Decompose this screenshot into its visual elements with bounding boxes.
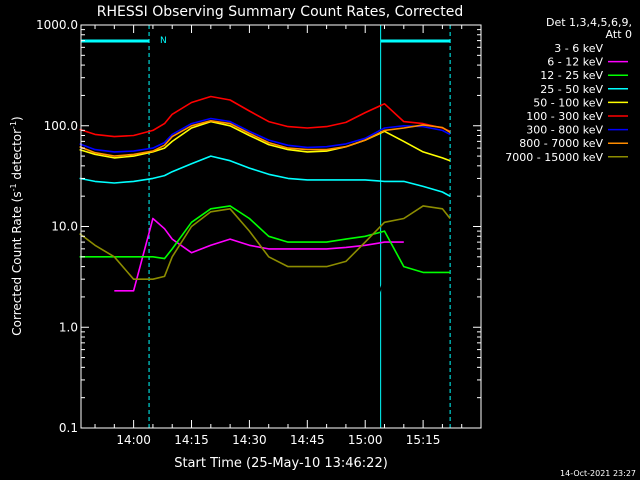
y-axis-label-sup1: -1 — [9, 183, 18, 191]
y-tick-label-2: 10.0 — [51, 220, 78, 234]
y-axis-label-mid: detector — [10, 129, 24, 184]
x-tick-label-5: 15:15 — [406, 433, 441, 447]
legend-header-1: Det 1,3,4,5,6,9, — [546, 16, 632, 29]
x-tick-label-3: 14:45 — [290, 433, 325, 447]
y-tick-label-1: 1.0 — [59, 320, 78, 334]
legend-label-3: 25 - 50 keV — [540, 83, 603, 96]
series-line-50-100-kev-0 — [79, 120, 451, 162]
series-line-12-25-kev-0 — [79, 205, 451, 274]
legend-label-0: 3 - 6 keV — [554, 42, 603, 55]
chart-title: RHESSI Observing Summary Count Rates, Co… — [97, 4, 463, 20]
y-tick-label-3: 100.0 — [44, 119, 78, 133]
y-tick-label-0: 0.1 — [59, 421, 78, 435]
x-tick-label-1: 14:15 — [174, 433, 209, 447]
series-line-25-50-kev-0 — [79, 155, 451, 197]
series-line-100-300-kev-0 — [79, 95, 451, 138]
series-line-3-6-kev-0 — [163, 256, 405, 350]
legend-label-5: 100 - 300 keV — [526, 110, 603, 123]
y-tick-label-4: 1000.0 — [36, 18, 78, 32]
legend-label-4: 50 - 100 keV — [533, 96, 603, 109]
x-axis-label: Start Time (25-May-10 13:46:22) — [174, 456, 388, 471]
legend-label-6: 300 - 800 keV — [526, 124, 603, 137]
legend-label-7: 800 - 7000 keV — [519, 137, 603, 150]
y-axis-label-end: ) — [10, 116, 24, 121]
footer-timestamp: 14-Oct-2021 23:27 — [560, 469, 636, 478]
axes: 0.1 1.0 10.0 100.0 1000.0 14:00 14:15 14:30 14:4… — [36, 18, 481, 447]
y-axis-label-sup2: -1 — [9, 121, 18, 129]
series-line-7000-15000-kev-0 — [79, 205, 451, 281]
attenuator-marker: N — [160, 36, 167, 46]
x-tick-label-0: 14:00 — [116, 433, 151, 447]
series-layer — [79, 95, 451, 350]
x-tick-label-2: 14:30 — [232, 433, 267, 447]
legend-header-2: Att 0 — [606, 28, 632, 41]
legend-label-8: 7000 - 15000 keV — [505, 151, 603, 164]
y-axis-label: Corrected Count Rate (s-1 detector-1) — [9, 116, 24, 335]
x-tick-label-4: 15:00 — [348, 433, 383, 447]
series-line-800-7000-kev-0 — [79, 120, 451, 157]
legend-label-1: 6 - 12 keV — [547, 56, 603, 69]
series-line-300-800-kev-0 — [79, 117, 451, 153]
series-line-6-12-kev-0 — [114, 217, 404, 292]
y-axis-label-main: Corrected Count Rate (s — [10, 191, 24, 335]
legend-label-2: 12 - 25 keV — [540, 69, 603, 82]
